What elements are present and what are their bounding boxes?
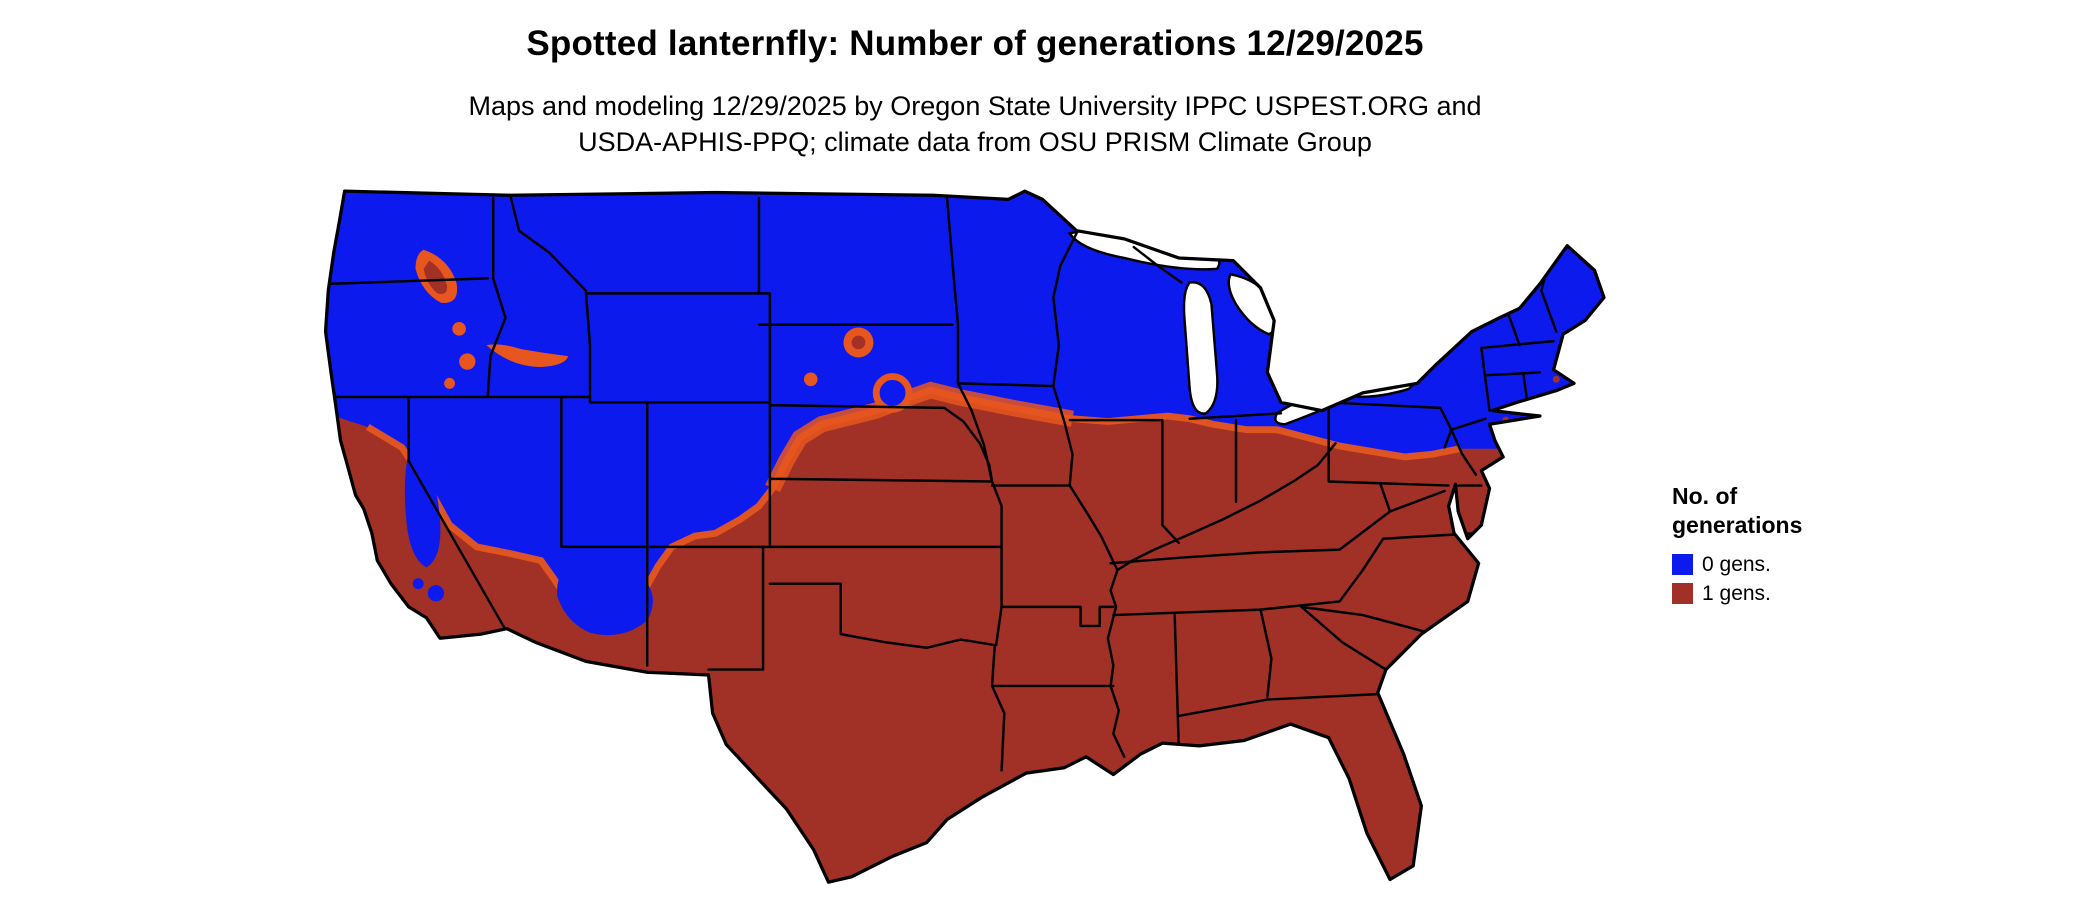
- us-map-container: [306, 168, 1629, 904]
- legend-title-line-2: generations: [1672, 512, 1803, 538]
- socal-mountain-patch: [427, 585, 445, 602]
- legend-item-0-gens: 0 gens.: [1672, 550, 1892, 579]
- colorado-plateau-patch: [557, 566, 653, 636]
- lake-michigan: [1182, 281, 1219, 415]
- oregon-valley-patch-2: [459, 353, 476, 370]
- legend-items: 0 gens. 1 gens.: [1672, 550, 1892, 608]
- snake-river-plain-patch: [486, 344, 569, 367]
- legend-swatch-0-gens: [1672, 554, 1693, 575]
- map-warm-pocket-patches: [415, 249, 1572, 424]
- title-block: Spotted lanternfly: Number of generation…: [0, 24, 1950, 160]
- socal-mountain-patch-2: [412, 578, 424, 590]
- missouri-river-patch: [803, 372, 818, 387]
- us-outline: [323, 189, 1606, 884]
- legend-swatch-1-gens: [1672, 583, 1693, 604]
- subtitle-line-1: Maps and modeling 12/29/2025 by Oregon S…: [468, 91, 1482, 121]
- sandhills-blue-patch: [872, 373, 913, 413]
- map-mountain-blue-patches: [404, 373, 913, 636]
- coastal-speck-3: [1520, 402, 1527, 409]
- legend-title-line-1: No. of: [1672, 483, 1738, 509]
- us-map: [323, 189, 1606, 884]
- oregon-valley-patch: [452, 322, 466, 336]
- state-borders: [325, 196, 1558, 772]
- columbia-basin-core: [423, 260, 447, 294]
- subtitle-line-2: USDA-APHIS-PPQ; climate data from OSU PR…: [578, 127, 1372, 157]
- legend-label-1-gens: 1 gens.: [1702, 581, 1771, 605]
- page-title: Spotted lanternfly: Number of generation…: [526, 24, 1424, 63]
- oregon-valley-patch-3: [444, 377, 456, 389]
- legend-label-0-gens: 0 gens.: [1702, 552, 1771, 576]
- cape-cod-speck: [1552, 375, 1560, 383]
- page-subtitle: Maps and modeling 12/29/2025 by Oregon S…: [0, 88, 1950, 160]
- legend: No. of generations 0 gens. 1 gens.: [1672, 482, 1892, 608]
- south-dakota-patch-core: [851, 335, 866, 350]
- legend-title: No. of generations: [1672, 482, 1892, 540]
- legend-item-1-gens: 1 gens.: [1672, 579, 1892, 608]
